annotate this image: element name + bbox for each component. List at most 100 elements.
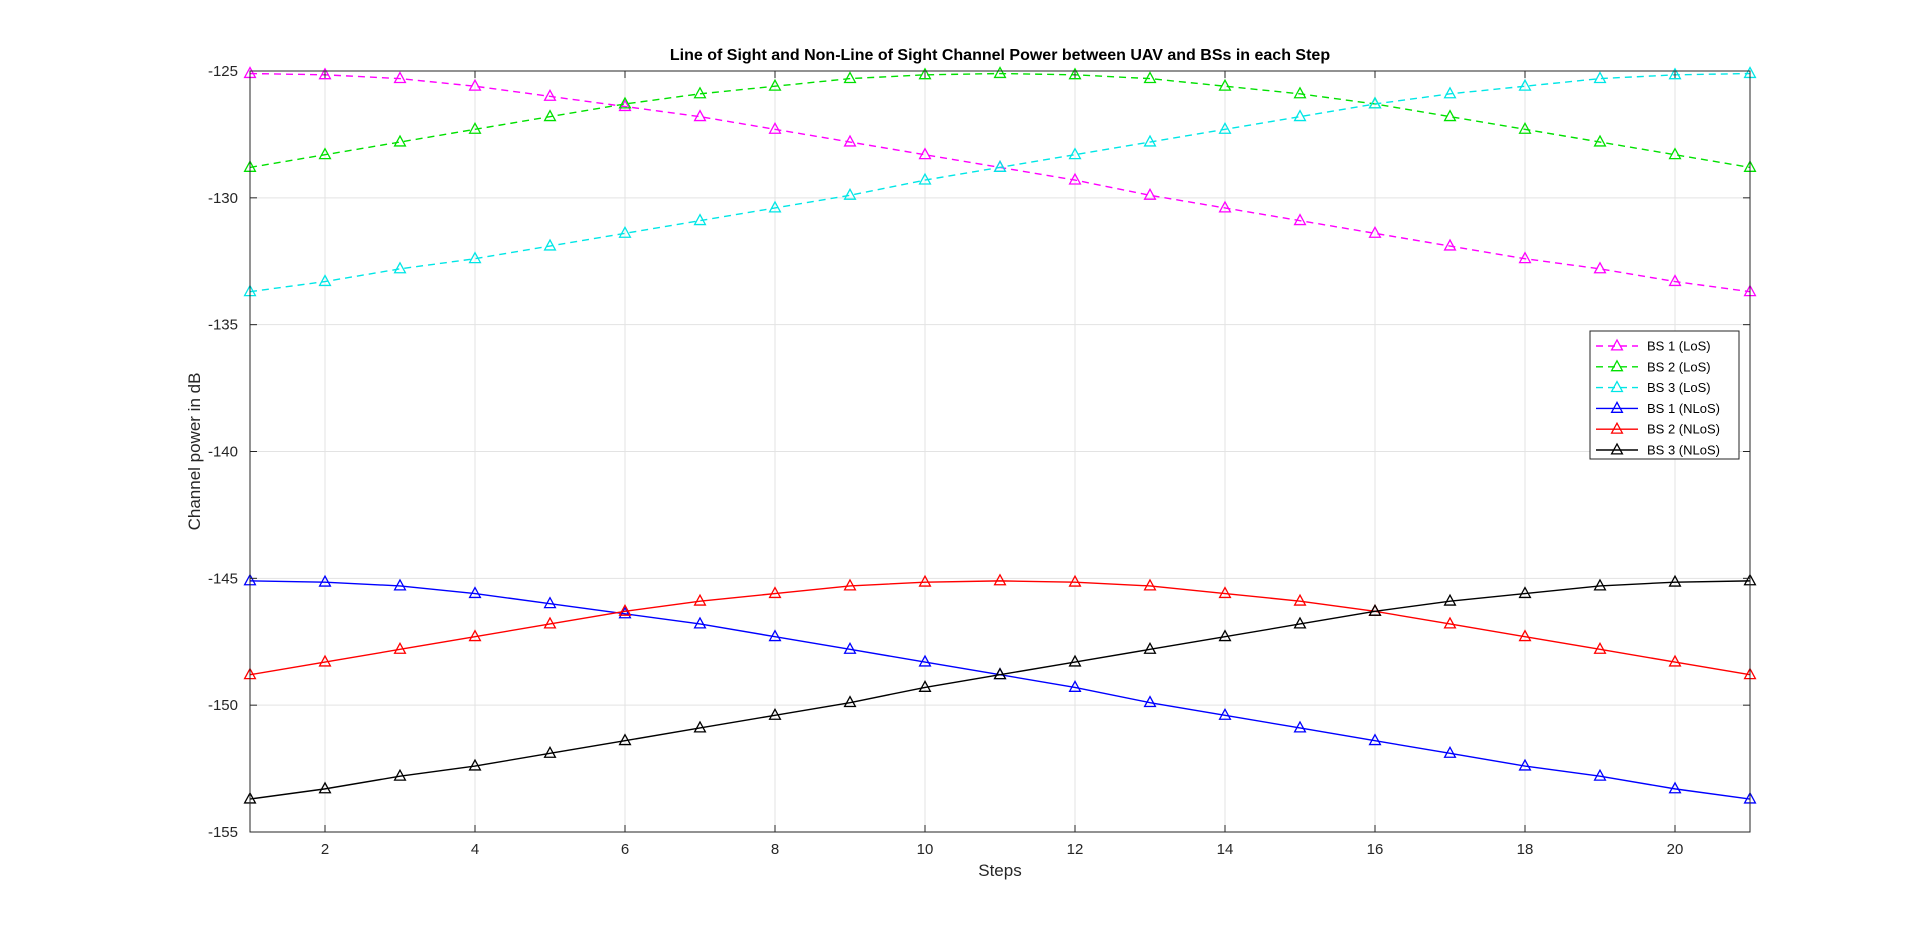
data-point [993, 667, 1007, 680]
legend-label: BS 3 (LoS) [1647, 380, 1711, 395]
data-point [1218, 586, 1232, 599]
data-point [843, 187, 857, 200]
legend-swatch-marker [1610, 442, 1624, 455]
legend-box [1589, 330, 1740, 460]
data-point [318, 274, 332, 287]
data-point [393, 768, 407, 781]
data-point [1218, 629, 1232, 642]
data-point [393, 134, 407, 147]
data-point [543, 109, 557, 122]
series-bs-3-los [243, 66, 1757, 297]
data-point [1443, 593, 1457, 606]
data-point [318, 67, 332, 80]
data-point [693, 720, 707, 733]
data-point [1218, 200, 1232, 213]
data-point [843, 695, 857, 708]
data-point [1368, 733, 1382, 746]
data-point [1668, 781, 1682, 794]
data-point [543, 616, 557, 629]
data-point [393, 261, 407, 274]
series-line [249, 72, 1751, 169]
data-point [1143, 187, 1157, 200]
data-point [1518, 251, 1532, 264]
y-tick-label: -150 [208, 697, 238, 714]
data-point [1593, 768, 1607, 781]
series-bs-2-nlos [243, 573, 1757, 680]
series-line [249, 580, 1751, 676]
data-point [393, 642, 407, 654]
data-point [1443, 109, 1457, 122]
data-point [543, 746, 557, 758]
legend-entry: BS 1 (NLoS) [1596, 401, 1720, 416]
data-point [1143, 71, 1157, 84]
data-point [918, 67, 932, 80]
data-point [1518, 121, 1532, 134]
data-point [1518, 78, 1532, 91]
data-point [1143, 642, 1157, 654]
data-point [1668, 67, 1682, 80]
data-point [1368, 603, 1382, 616]
x-tick-label: 2 [321, 841, 329, 858]
data-point [618, 733, 632, 746]
data-point [1668, 274, 1682, 287]
legend-label: BS 1 (NLoS) [1647, 401, 1720, 416]
data-point [843, 134, 857, 147]
data-point [618, 606, 632, 619]
legend-swatch-marker [1610, 338, 1624, 351]
data-point [993, 573, 1007, 586]
data-point [1443, 86, 1457, 99]
data-point [1068, 147, 1082, 160]
legend-label: BS 3 (NLoS) [1647, 443, 1720, 458]
data-point [318, 574, 332, 587]
data-point [1068, 680, 1082, 692]
x-tick-label: 18 [1517, 841, 1534, 858]
data-point [1293, 616, 1307, 629]
data-point [1293, 109, 1307, 122]
data-point [1293, 86, 1307, 99]
data-point [1593, 134, 1607, 147]
data-point [693, 109, 707, 122]
x-tick-label: 6 [621, 841, 629, 858]
x-tick-label: 4 [471, 841, 479, 858]
legend-items: BS 1 (LoS) BS 2 (LoS) BS 3 (LoS) BS 1 (NLoS… [1596, 339, 1720, 458]
data-point [543, 238, 557, 251]
data-point [1668, 654, 1682, 667]
data-point [693, 593, 707, 606]
chart-title: Line of Sight and Non-Line of Sight Chan… [670, 47, 1330, 64]
series-layer [243, 66, 1757, 804]
y-tick-label: -145 [208, 570, 238, 587]
legend-entry: BS 3 (NLoS) [1596, 443, 1720, 458]
data-point [768, 629, 782, 642]
x-tick-labels: 2 4 6 8 10 12 14 16 18 20 [321, 841, 1684, 858]
data-point [1518, 758, 1532, 771]
series-line [249, 580, 1751, 800]
ticks [250, 70, 1750, 833]
data-point [1068, 574, 1082, 587]
data-point [768, 586, 782, 599]
data-point [993, 160, 1007, 172]
data-point [1143, 134, 1157, 147]
data-point [543, 89, 557, 101]
legend-entry: BS 3 (LoS) [1596, 380, 1711, 395]
data-point [468, 586, 482, 599]
data-point [1518, 586, 1532, 599]
data-point [618, 225, 632, 238]
data-point [1518, 629, 1532, 642]
x-axis-label: Steps [978, 861, 1021, 880]
data-point [918, 172, 932, 185]
data-point [768, 200, 782, 213]
data-point [693, 86, 707, 99]
x-tick-label: 14 [1217, 841, 1234, 858]
data-point [918, 654, 932, 667]
legend: BS 1 (LoS) BS 2 (LoS) BS 3 (LoS) BS 1 (NLoS… [1589, 330, 1740, 460]
data-point [1593, 578, 1607, 591]
data-point [1143, 578, 1157, 591]
data-point [918, 680, 932, 692]
data-point [318, 654, 332, 667]
data-point [1368, 225, 1382, 238]
legend-swatch-marker [1610, 401, 1624, 413]
data-point [468, 629, 482, 642]
data-point [918, 147, 932, 160]
legend-swatch-marker [1610, 380, 1624, 393]
data-point [768, 121, 782, 134]
